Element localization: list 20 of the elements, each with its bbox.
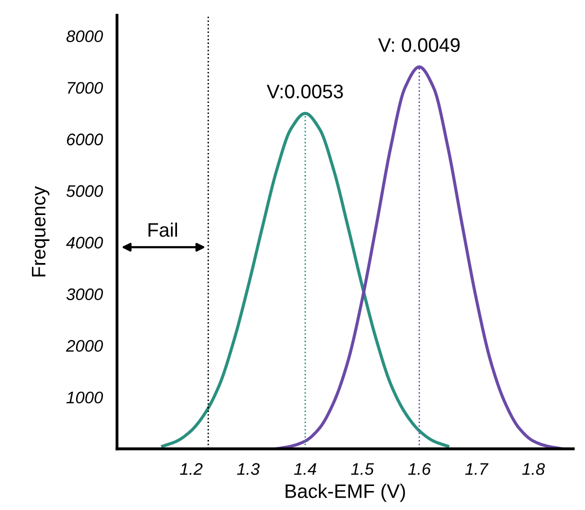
annotation: Fail <box>148 222 177 237</box>
x-tick-label: 1.3 <box>237 463 260 475</box>
x-axis-title: Back-EMF (V) <box>286 484 405 502</box>
x-tick-label: 1.2 <box>180 463 202 475</box>
x-tick-label: 1.5 <box>351 463 374 475</box>
y-tick-label: 2000 <box>66 340 103 352</box>
annotation: V:0.0053 <box>266 84 343 98</box>
x-tick-label: 1.8 <box>522 463 545 475</box>
y-tick-label: 1000 <box>66 392 103 404</box>
y-tick-label: 8000 <box>66 30 103 42</box>
x-tick-label: 1.6 <box>408 463 431 475</box>
y-tick-label: 4000 <box>66 236 103 249</box>
y-tick-label: 6000 <box>66 134 103 146</box>
y-tick-label: 7000 <box>68 82 103 94</box>
y-axis-title: Frequency <box>32 186 50 276</box>
y-tick-label: 5000 <box>66 185 103 197</box>
annotation: V: 0.0049 <box>378 38 460 52</box>
x-tick-label: 1.4 <box>294 463 316 475</box>
y-tick-label: 3000 <box>66 288 103 300</box>
x-tick-label: 1.7 <box>465 463 488 475</box>
